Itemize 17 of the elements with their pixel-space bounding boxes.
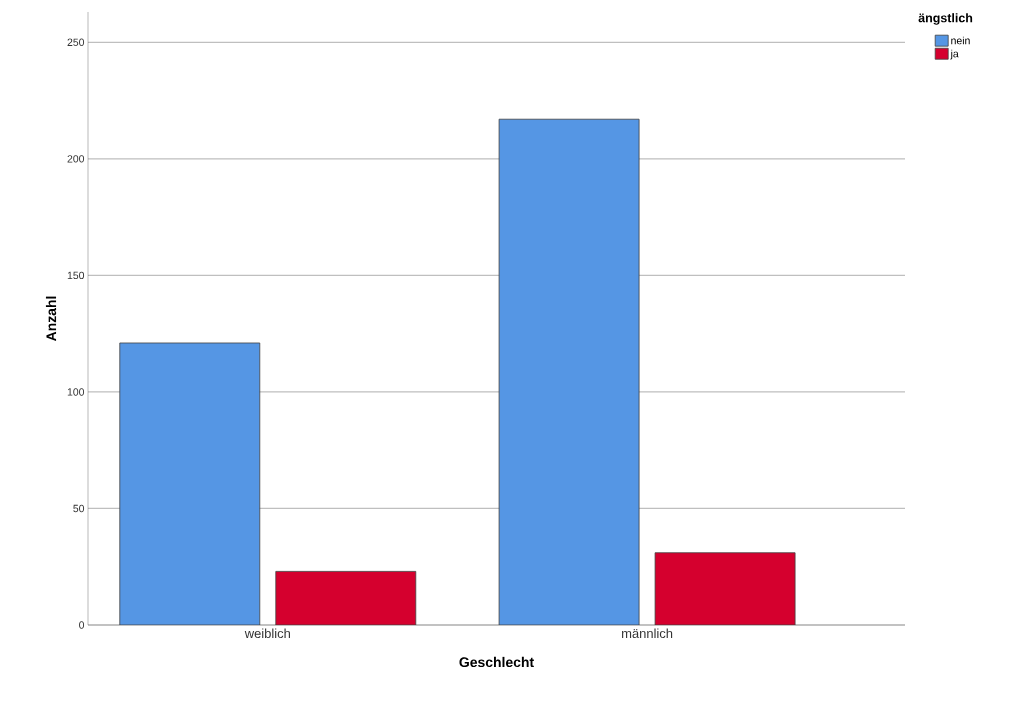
- bar: [275, 570, 417, 625]
- y-tick-label: 100: [67, 388, 85, 396]
- y-tick-label: 150: [67, 271, 85, 280]
- legend-title: ängstlich: [918, 13, 973, 25]
- legend-label: nein: [951, 36, 970, 45]
- y-axis-title: Anzahl: [45, 296, 57, 342]
- bar: [654, 552, 796, 625]
- bar: [498, 118, 640, 625]
- y-tick-label: 250: [67, 38, 85, 46]
- x-tick-label: weiblich: [244, 628, 290, 639]
- bar: [119, 342, 261, 625]
- y-tick-label: 0: [79, 621, 85, 629]
- x-axis-title: Geschlecht: [459, 656, 534, 668]
- x-tick-label: männlich: [622, 628, 673, 639]
- y-tick-label: 50: [73, 504, 85, 513]
- legend-label: ja: [950, 49, 959, 60]
- y-tick-label: 200: [67, 155, 85, 163]
